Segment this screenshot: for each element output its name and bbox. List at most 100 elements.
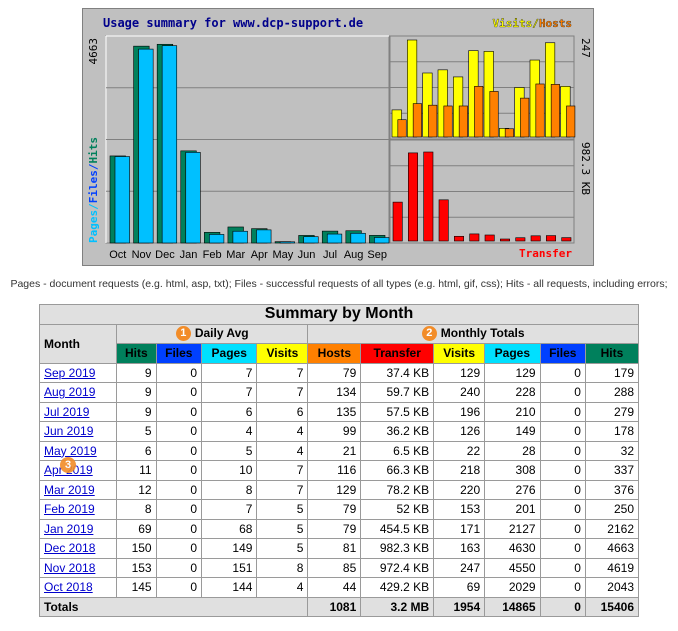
value-cell: 79 xyxy=(307,499,362,520)
totals-cell: 1081 xyxy=(307,596,362,617)
month-link[interactable]: Jun 2019 xyxy=(44,424,94,439)
value-cell: 337 xyxy=(584,460,640,481)
value-cell: 134 xyxy=(307,382,362,403)
month-cell: Oct 2018 xyxy=(38,577,118,598)
column-header-hits: Hits xyxy=(584,343,640,364)
totals-cell: 15406 xyxy=(584,596,640,617)
value-cell: 201 xyxy=(484,499,541,520)
value-cell: 220 xyxy=(433,479,486,500)
transfer-bar xyxy=(423,151,434,242)
value-cell: 99 xyxy=(307,421,362,442)
month-cell: Sep 2019 xyxy=(38,362,118,383)
value-cell: 0 xyxy=(539,440,586,461)
month-link[interactable]: Dec 2018 xyxy=(44,541,96,556)
column-header-files: Files xyxy=(539,343,586,364)
column-header-row: Hits Files Pages Visits Hosts Transfer Visits P… xyxy=(40,343,640,364)
transfer-ymax-label: 982.3 KB xyxy=(579,142,592,195)
value-cell: 129 xyxy=(484,362,541,383)
table-row: Jun 2019 5 0 4 4 99 36.2 KB 126 149 0 178 xyxy=(38,421,640,442)
column-header-visits: Visits xyxy=(256,343,309,364)
month-cell: Aug 2019 xyxy=(38,382,118,403)
value-cell: 308 xyxy=(484,460,541,481)
month-cell: Apr 2019 xyxy=(38,460,118,481)
value-cell: 240 xyxy=(433,382,486,403)
value-cell: 288 xyxy=(584,382,640,403)
value-cell: 2043 xyxy=(584,577,640,598)
value-cell: 972.4 KB xyxy=(360,557,435,578)
hosts-bar xyxy=(474,86,484,138)
value-cell: 0 xyxy=(539,460,586,481)
month-link[interactable]: Aug 2019 xyxy=(44,385,96,400)
hosts-bar xyxy=(428,104,438,138)
ylabel-part: Hits xyxy=(87,137,100,164)
table-row: Jul 2019 9 0 6 6 135 57.5 KB 196 210 0 279 xyxy=(38,401,640,422)
chart-description: Pages - document requests (e.g. html, as… xyxy=(10,278,668,290)
value-cell: 8 xyxy=(116,499,157,520)
value-cell: 145 xyxy=(116,577,157,598)
hosts-bar xyxy=(566,105,576,138)
value-cell: 7 xyxy=(201,362,258,383)
table-row: Apr 2019 11 0 10 7 116 66.3 KB 218 308 0 337 xyxy=(38,460,640,481)
value-cell: 69 xyxy=(116,518,157,539)
x-tick-label: Jun xyxy=(298,249,316,261)
visits-bar xyxy=(407,39,418,138)
daily-avg-header: 1 Daily Avg xyxy=(116,323,309,344)
value-cell: 57.5 KB xyxy=(360,401,435,422)
value-cell: 0 xyxy=(155,577,203,598)
hosts-bar xyxy=(397,119,407,138)
transfer-bar xyxy=(469,233,480,242)
value-cell: 0 xyxy=(155,460,203,481)
value-cell: 0 xyxy=(155,479,203,500)
month-link[interactable]: Jul 2019 xyxy=(44,404,90,419)
totals-cell: 1954 xyxy=(433,596,486,617)
left-ylabel: Pages/Files/Hits xyxy=(87,137,100,243)
left-ymax-label: 4663 xyxy=(87,38,100,65)
hosts-bar xyxy=(520,97,530,138)
value-cell: 210 xyxy=(484,401,541,422)
value-cell: 7 xyxy=(201,382,258,403)
badge-2: 2 xyxy=(421,326,437,342)
month-link[interactable]: Nov 2018 xyxy=(44,560,96,575)
legend-item: Hosts xyxy=(539,17,572,30)
visits-ymax-label: 247 xyxy=(579,38,592,58)
transfer-legend: Transfer xyxy=(519,247,572,260)
value-cell: 0 xyxy=(155,440,203,461)
totals-cell: 0 xyxy=(539,596,586,617)
ylabel-part: Files/ xyxy=(87,163,100,203)
value-cell: 6.5 KB xyxy=(360,440,435,461)
value-cell: 429.2 KB xyxy=(360,577,435,598)
x-tick-label: Jul xyxy=(323,249,337,261)
value-cell: 218 xyxy=(433,460,486,481)
value-cell: 178 xyxy=(584,421,640,442)
value-cell: 78.2 KB xyxy=(360,479,435,500)
visits-legend: Visits/Hosts xyxy=(493,17,572,30)
month-link[interactable]: Feb 2019 xyxy=(44,502,95,517)
value-cell: 21 xyxy=(307,440,362,461)
month-link[interactable]: Oct 2018 xyxy=(44,580,93,595)
value-cell: 982.3 KB xyxy=(360,538,435,559)
value-cell: 59.7 KB xyxy=(360,382,435,403)
month-link[interactable]: May 2019 xyxy=(44,443,97,458)
value-cell: 5 xyxy=(256,538,309,559)
x-tick-label: Aug xyxy=(344,249,364,261)
value-cell: 454.5 KB xyxy=(360,518,435,539)
column-header-files: Files xyxy=(155,343,203,364)
value-cell: 0 xyxy=(155,518,203,539)
month-cell: Feb 2019 xyxy=(38,499,118,520)
value-cell: 0 xyxy=(539,557,586,578)
transfer-bar xyxy=(561,237,572,242)
value-cell: 0 xyxy=(539,479,586,500)
month-link[interactable]: Jan 2019 xyxy=(44,521,94,536)
hosts-bar xyxy=(458,105,468,138)
value-cell: 0 xyxy=(539,401,586,422)
month-link[interactable]: Sep 2019 xyxy=(44,365,96,380)
month-cell: May 2019 xyxy=(38,440,118,461)
transfer-bar xyxy=(438,199,449,242)
month-link[interactable]: Mar 2019 xyxy=(44,482,95,497)
badge-3: 3 xyxy=(60,457,76,473)
value-cell: 129 xyxy=(307,479,362,500)
value-cell: 12 xyxy=(116,479,157,500)
value-cell: 135 xyxy=(307,401,362,422)
value-cell: 2029 xyxy=(484,577,541,598)
x-tick-label: Dec xyxy=(155,249,175,261)
